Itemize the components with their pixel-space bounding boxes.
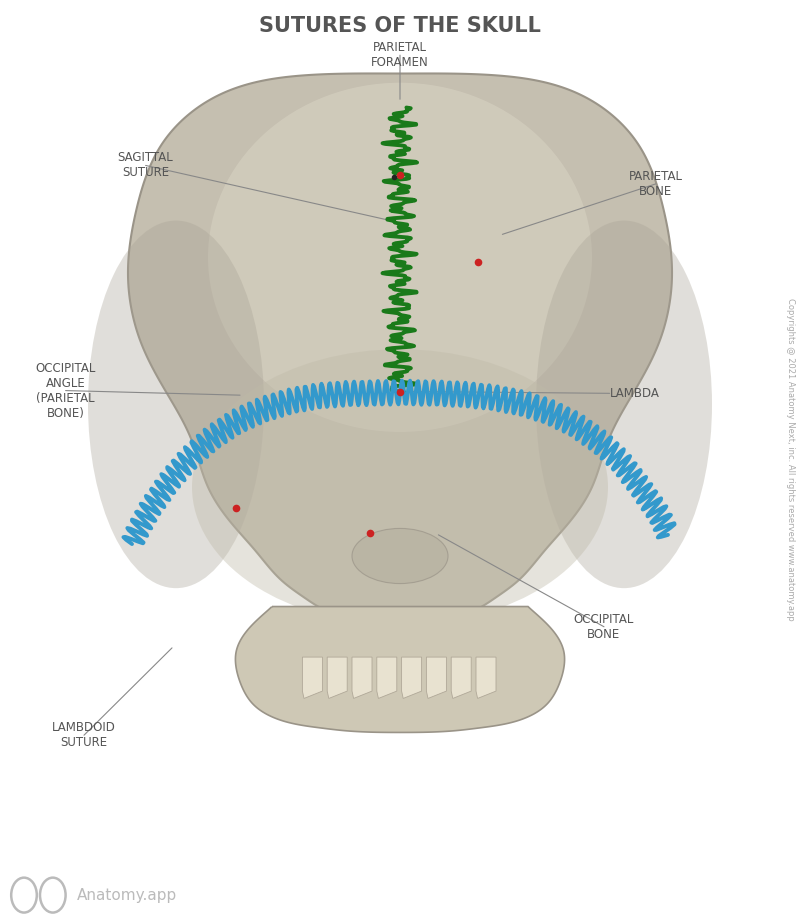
Ellipse shape <box>192 349 608 625</box>
Polygon shape <box>327 657 347 698</box>
Text: SUTURES OF THE SKULL: SUTURES OF THE SKULL <box>259 16 541 36</box>
Polygon shape <box>476 657 496 698</box>
Polygon shape <box>377 657 397 698</box>
Text: OCCIPITAL
ANGLE
(PARIETAL
BONE): OCCIPITAL ANGLE (PARIETAL BONE) <box>35 361 96 420</box>
Text: OCCIPITAL
BONE: OCCIPITAL BONE <box>574 613 634 641</box>
Text: Anatomy.app: Anatomy.app <box>77 888 177 902</box>
Text: LAMBDA: LAMBDA <box>610 387 659 400</box>
Polygon shape <box>402 657 422 698</box>
Ellipse shape <box>208 83 592 432</box>
Text: SAGITTAL
SUTURE: SAGITTAL SUTURE <box>118 152 174 179</box>
Ellipse shape <box>352 528 448 584</box>
Ellipse shape <box>88 221 264 588</box>
Text: PARIETAL
FORAMEN: PARIETAL FORAMEN <box>371 41 429 69</box>
Text: PARIETAL
BONE: PARIETAL BONE <box>629 170 683 198</box>
Polygon shape <box>235 607 565 732</box>
Text: LAMBDOID
SUTURE: LAMBDOID SUTURE <box>52 721 116 749</box>
Polygon shape <box>451 657 471 698</box>
Ellipse shape <box>536 221 712 588</box>
Text: Copyrights @ 2021 Anatomy Next, inc. All rights reserved www.anatomy.app: Copyrights @ 2021 Anatomy Next, inc. All… <box>786 298 795 621</box>
Polygon shape <box>128 74 672 620</box>
Polygon shape <box>302 657 322 698</box>
Polygon shape <box>352 657 372 698</box>
Polygon shape <box>426 657 446 698</box>
